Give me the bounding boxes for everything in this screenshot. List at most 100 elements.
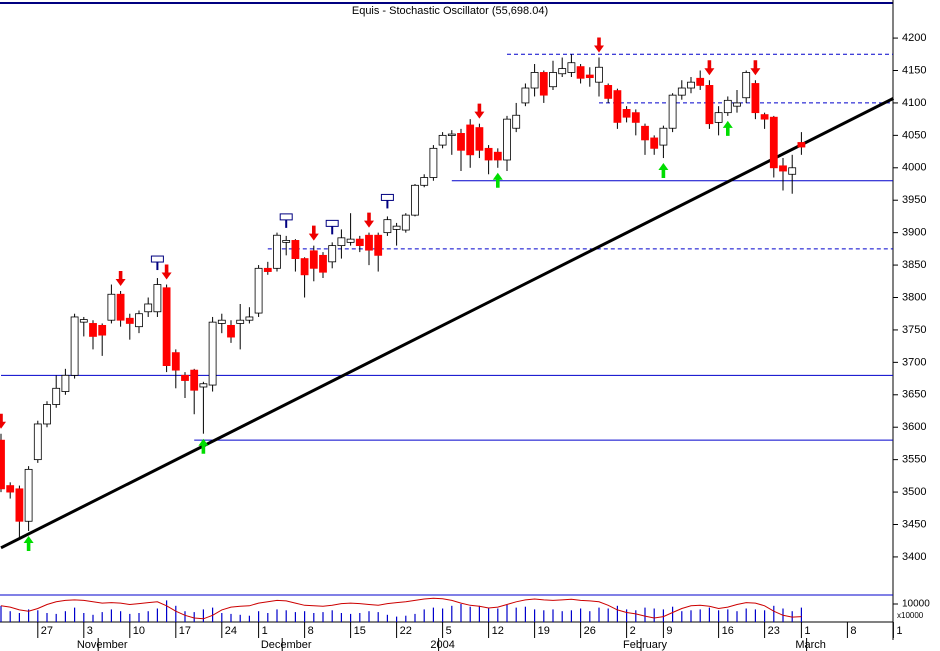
y-tick-label: 3550 — [902, 454, 926, 466]
candle-body — [604, 85, 613, 99]
x-tick-label: 19 — [538, 625, 550, 637]
candle-body — [779, 165, 787, 172]
candle-body — [493, 151, 502, 161]
chart-title: Equis - Stochastic Oscillator (55,698.04… — [352, 5, 548, 17]
candle-body — [135, 313, 143, 328]
x-tick-label: 12 — [492, 625, 504, 637]
candle-body — [89, 323, 97, 337]
y-tick-label: 3800 — [902, 291, 926, 303]
x-tick-label: 2 — [630, 625, 636, 637]
y-tick-label: 3500 — [902, 486, 926, 498]
exit-icon — [279, 213, 293, 221]
candle-body — [291, 240, 300, 259]
candle-body — [24, 468, 33, 522]
candle-body — [0, 439, 5, 490]
sell-arrow — [594, 37, 604, 53]
candle-body — [328, 245, 337, 263]
candle-body — [383, 219, 392, 234]
x-tick-label: 1 — [896, 625, 902, 637]
sell-arrow — [161, 264, 172, 280]
candle-body — [337, 237, 346, 247]
candle-body — [567, 62, 576, 73]
x-tick-label: 15 — [354, 625, 366, 637]
candle-body — [401, 214, 410, 231]
candle-body — [641, 125, 649, 141]
y-tick-label: 3950 — [902, 194, 926, 206]
candle-body — [539, 72, 548, 96]
x-tick-label: 9 — [666, 625, 672, 637]
candle-body — [227, 324, 235, 338]
candle-body — [208, 321, 217, 386]
candle-body — [15, 488, 24, 522]
candle-body — [558, 68, 567, 75]
candle-body — [696, 77, 705, 86]
candle-body — [70, 316, 79, 376]
buy-arrow — [198, 438, 209, 454]
sell-arrow — [308, 225, 319, 241]
candle-body — [282, 240, 291, 243]
oscillator-line — [0, 597, 802, 620]
volume-tick-label: 10000 — [902, 599, 930, 610]
candle-body — [475, 127, 484, 151]
candle-body — [355, 238, 364, 247]
y-tick-label: 4000 — [902, 162, 926, 174]
y-tick-label: 3900 — [902, 227, 926, 239]
candle-body — [365, 234, 373, 251]
y-tick-label: 3650 — [902, 389, 926, 401]
candle-body — [33, 423, 42, 461]
x-tick-label: 8 — [850, 625, 856, 637]
month-label: December — [261, 639, 312, 651]
x-tick-label: 24 — [225, 625, 237, 637]
candle-body — [245, 316, 254, 321]
candle-body — [199, 383, 208, 388]
candle-body — [144, 303, 153, 313]
candle-body — [43, 404, 51, 425]
x-tick-label: 8 — [308, 625, 314, 637]
x-tick-label: 1 — [262, 625, 268, 637]
y-tick-label: 3450 — [902, 518, 926, 530]
x-tick-label: 27 — [41, 625, 53, 637]
sell-arrow — [750, 60, 761, 76]
exit-icon — [380, 193, 394, 201]
candle-body — [631, 112, 640, 123]
month-label: February — [623, 639, 668, 651]
candle-body — [760, 114, 769, 120]
candle-body — [595, 66, 603, 83]
month-label: November — [77, 639, 128, 651]
x-tick-label: 3 — [87, 625, 93, 637]
x-tick-label: 1 — [804, 625, 810, 637]
volume-unit: x10000 — [897, 611, 924, 620]
month-label: March — [795, 639, 826, 651]
candle-body — [162, 287, 171, 366]
candle-body — [300, 258, 309, 276]
candle-body — [273, 234, 281, 269]
candle-body — [171, 352, 180, 371]
candle-body — [79, 319, 88, 323]
candle-body — [254, 267, 263, 314]
candle-body — [116, 293, 125, 321]
candle-body — [549, 72, 557, 88]
y-tick-label: 4100 — [902, 97, 926, 109]
trend-line — [0, 97, 895, 550]
exit-icon — [325, 219, 339, 227]
candle-body — [61, 374, 70, 392]
candle-body — [530, 72, 539, 89]
candle-body — [677, 87, 686, 96]
candle-body — [769, 116, 778, 169]
candle-body — [466, 124, 475, 156]
y-tick-label: 4200 — [902, 32, 926, 44]
candle-body — [622, 109, 631, 118]
y-tick-label: 3700 — [902, 356, 926, 368]
candle-body — [705, 85, 714, 125]
x-tick-label: 22 — [400, 625, 412, 637]
x-tick-label: 5 — [446, 625, 452, 637]
candle-body — [6, 485, 15, 493]
candle-body — [742, 72, 751, 99]
candle-body — [723, 99, 732, 114]
candle-body — [788, 167, 797, 175]
x-tick-label: 16 — [722, 625, 734, 637]
sell-arrow — [115, 271, 126, 287]
candle-body — [447, 133, 456, 136]
sell-arrow — [474, 103, 485, 119]
